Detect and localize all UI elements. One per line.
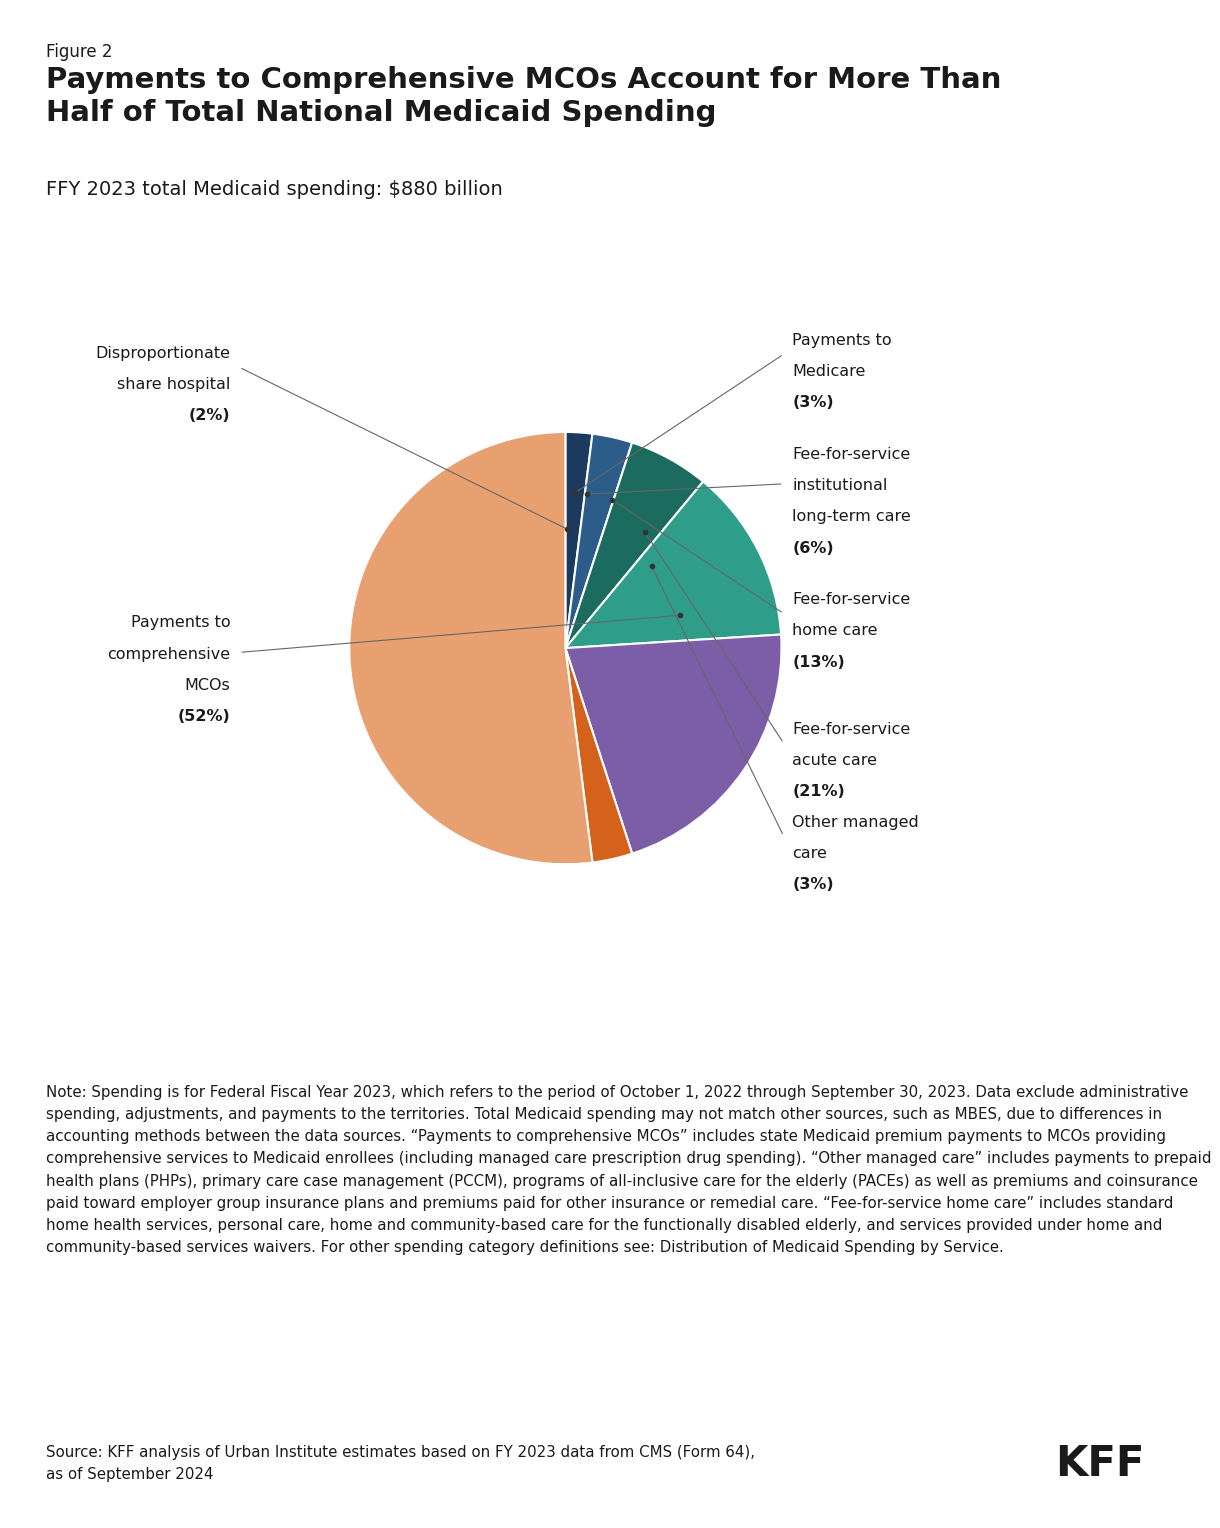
Text: (3%): (3%): [792, 396, 834, 411]
Text: Fee-for-service: Fee-for-service: [792, 446, 910, 461]
Wedge shape: [565, 432, 593, 648]
Text: Payments to: Payments to: [792, 333, 892, 348]
Text: (52%): (52%): [178, 709, 231, 724]
Text: KFF: KFF: [1055, 1444, 1144, 1485]
Text: share hospital: share hospital: [117, 377, 231, 391]
Wedge shape: [565, 634, 782, 854]
Text: institutional: institutional: [792, 478, 888, 494]
Wedge shape: [565, 481, 781, 648]
Text: FFY 2023 total Medicaid spending: $880 billion: FFY 2023 total Medicaid spending: $880 b…: [46, 180, 503, 199]
Text: Figure 2: Figure 2: [46, 43, 113, 61]
Text: (13%): (13%): [792, 654, 845, 669]
Text: Fee-for-service: Fee-for-service: [792, 721, 910, 736]
Wedge shape: [565, 434, 632, 648]
Text: Payments to Comprehensive MCOs Account for More Than
Half of Total National Medi: Payments to Comprehensive MCOs Account f…: [46, 66, 1002, 127]
Text: Other managed: Other managed: [792, 814, 919, 830]
Text: (2%): (2%): [189, 408, 231, 423]
Text: Note: Spending is for Federal Fiscal Year 2023, which refers to the period of Oc: Note: Spending is for Federal Fiscal Yea…: [46, 1085, 1211, 1256]
Text: Disproportionate: Disproportionate: [95, 345, 231, 361]
Text: MCOs: MCOs: [184, 678, 231, 692]
Wedge shape: [565, 648, 632, 862]
Text: long-term care: long-term care: [792, 509, 911, 524]
Text: (21%): (21%): [792, 784, 845, 799]
Text: Source: KFF analysis of Urban Institute estimates based on FY 2023 data from CMS: Source: KFF analysis of Urban Institute …: [46, 1445, 755, 1482]
Text: (6%): (6%): [792, 541, 834, 556]
Text: Medicare: Medicare: [792, 364, 866, 379]
Text: Payments to: Payments to: [131, 616, 231, 630]
Text: Fee-for-service: Fee-for-service: [792, 591, 910, 607]
Text: home care: home care: [792, 623, 878, 639]
Text: acute care: acute care: [792, 753, 877, 769]
Text: comprehensive: comprehensive: [107, 646, 231, 662]
Wedge shape: [565, 443, 703, 648]
Text: (3%): (3%): [792, 877, 834, 892]
Wedge shape: [349, 432, 593, 865]
Text: care: care: [792, 847, 827, 860]
